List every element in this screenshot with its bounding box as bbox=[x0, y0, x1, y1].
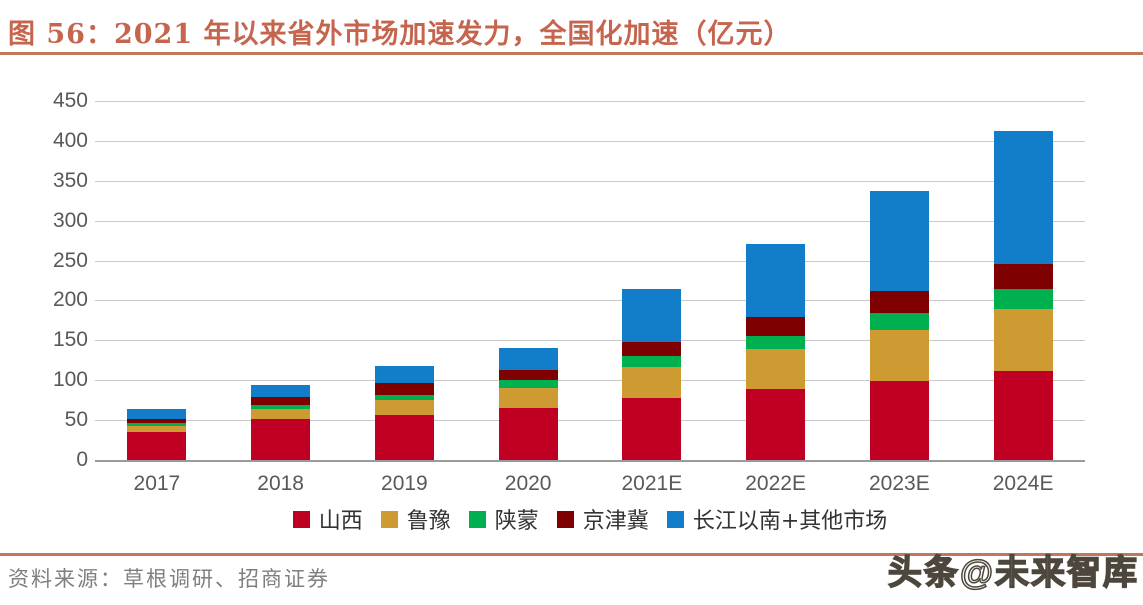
bar-segment-长江以南+其他市场-2017 bbox=[127, 408, 187, 419]
y-gridline bbox=[95, 260, 1085, 262]
bar-segment-山西-2021E bbox=[622, 397, 682, 460]
legend-swatch-icon bbox=[380, 510, 398, 528]
x-tick-label: 2024E bbox=[992, 472, 1054, 495]
bar-segment-京津冀-2024E bbox=[993, 263, 1053, 290]
bar-segment-陕蒙-2020 bbox=[498, 380, 558, 389]
bar-segment-陕蒙-2021E bbox=[622, 356, 682, 367]
x-tick-label: 2018 bbox=[257, 472, 304, 495]
y-tick-label: 0 bbox=[76, 448, 88, 471]
legend-item: 长江以南+其他市场 bbox=[666, 503, 888, 535]
watermark: 头条@未来智库 bbox=[887, 553, 1139, 593]
x-tick-label: 2020 bbox=[504, 472, 552, 495]
bar-segment-山西-2017 bbox=[127, 432, 187, 460]
bar-segment-陕蒙-2019 bbox=[374, 394, 434, 401]
y-tick-label: 250 bbox=[52, 248, 88, 272]
figure-title: 图 56：2021 年以来省外市场加速发力，全国化加速（亿元） bbox=[8, 19, 792, 50]
y-tick-label: 150 bbox=[52, 328, 88, 352]
bottom-divider bbox=[0, 553, 1143, 556]
bar-segment-鲁豫-2017 bbox=[127, 425, 187, 433]
bar-segment-长江以南+其他市场-2020 bbox=[498, 348, 558, 370]
y-gridline bbox=[95, 220, 1085, 222]
bar-segment-京津冀-2022E bbox=[746, 317, 806, 336]
bar-segment-长江以南+其他市场-2024E bbox=[993, 130, 1053, 264]
y-tick-label: 100 bbox=[52, 368, 88, 392]
legend-item: 陕蒙 bbox=[468, 503, 539, 535]
y-gridline bbox=[95, 180, 1085, 182]
bar-segment-京津冀-2023E bbox=[869, 290, 929, 314]
y-gridline bbox=[95, 101, 1085, 102]
y-gridline bbox=[95, 300, 1085, 302]
bar-segment-长江以南+其他市场-2023E bbox=[869, 191, 929, 291]
legend-swatch-icon bbox=[666, 510, 684, 528]
bar-segment-长江以南+其他市场-2019 bbox=[374, 365, 434, 384]
bar-segment-山西-2023E bbox=[869, 381, 929, 460]
bar-segment-鲁豫-2022E bbox=[746, 349, 806, 389]
bar-segment-陕蒙-2024E bbox=[993, 289, 1053, 310]
legend-swatch-icon bbox=[292, 510, 310, 528]
y-tick-label: 200 bbox=[52, 288, 88, 312]
legend-label: 山西 bbox=[318, 509, 363, 534]
bar-segment-陕蒙-2022E bbox=[746, 335, 806, 350]
bar-segment-京津冀-2017 bbox=[127, 418, 187, 424]
legend-label: 鲁豫 bbox=[406, 509, 451, 534]
bar-segment-长江以南+其他市场-2018 bbox=[251, 385, 311, 397]
bar-segment-鲁豫-2024E bbox=[993, 309, 1053, 371]
y-tick-label: 350 bbox=[52, 168, 88, 192]
x-tick-label: 2019 bbox=[381, 472, 428, 495]
bar-segment-京津冀-2020 bbox=[498, 369, 558, 381]
bar-segment-陕蒙-2017 bbox=[127, 423, 187, 426]
x-tick-label: 2021E bbox=[621, 472, 683, 495]
y-gridline bbox=[95, 140, 1085, 142]
y-tick-label: 450 bbox=[52, 89, 88, 112]
y-tick-label: 50 bbox=[64, 408, 88, 432]
legend-label: 京津冀 bbox=[582, 509, 649, 534]
y-tick-label: 400 bbox=[52, 128, 88, 152]
bar-segment-山西-2024E bbox=[993, 370, 1053, 460]
y-gridline bbox=[95, 340, 1085, 342]
legend-swatch-icon bbox=[556, 510, 574, 528]
bar-segment-京津冀-2021E bbox=[622, 341, 682, 357]
x-tick-label: 2017 bbox=[133, 472, 181, 495]
bar-segment-长江以南+其他市场-2021E bbox=[622, 289, 682, 342]
legend-item: 京津冀 bbox=[556, 503, 649, 535]
title-underline bbox=[0, 52, 1143, 55]
bar-segment-山西-2022E bbox=[746, 388, 806, 460]
legend-swatch-icon bbox=[468, 510, 486, 528]
source-note: 资料来源：草根调研、招商证券 bbox=[8, 567, 330, 591]
legend-label: 长江以南+其他市场 bbox=[692, 509, 888, 534]
bar-segment-京津冀-2019 bbox=[374, 383, 434, 395]
x-axis-line bbox=[95, 460, 1085, 462]
bar-segment-山西-2019 bbox=[374, 415, 434, 460]
bar-segment-长江以南+其他市场-2022E bbox=[746, 243, 806, 318]
y-gridline bbox=[95, 380, 1085, 382]
chart-legend: 山西 鲁豫 陕蒙 京津冀 长江以南+其他市场 bbox=[95, 503, 1085, 535]
x-tick-label: 2022E bbox=[745, 472, 806, 495]
bar-segment-鲁豫-2021E bbox=[622, 366, 682, 398]
y-tick-label: 300 bbox=[52, 208, 88, 232]
bar-segment-山西-2018 bbox=[251, 419, 311, 460]
bar-segment-京津冀-2018 bbox=[251, 396, 311, 405]
bar-segment-鲁豫-2020 bbox=[498, 388, 558, 409]
legend-item: 鲁豫 bbox=[380, 503, 451, 535]
bar-segment-鲁豫-2018 bbox=[251, 408, 311, 420]
legend-item: 山西 bbox=[292, 503, 363, 535]
bar-segment-陕蒙-2018 bbox=[251, 404, 311, 409]
x-tick-label: 2023E bbox=[869, 472, 930, 495]
bar-segment-陕蒙-2023E bbox=[869, 313, 929, 330]
y-gridline bbox=[95, 420, 1085, 422]
bar-segment-鲁豫-2023E bbox=[869, 329, 929, 381]
stacked-bar-chart: 0 50 100 150 200 250 300 350 400 450 2017 2018 2019 2… bbox=[52, 89, 1085, 535]
bar-segment-鲁豫-2019 bbox=[374, 400, 434, 416]
legend-label: 陕蒙 bbox=[494, 509, 539, 534]
bar-segment-山西-2020 bbox=[498, 408, 558, 460]
